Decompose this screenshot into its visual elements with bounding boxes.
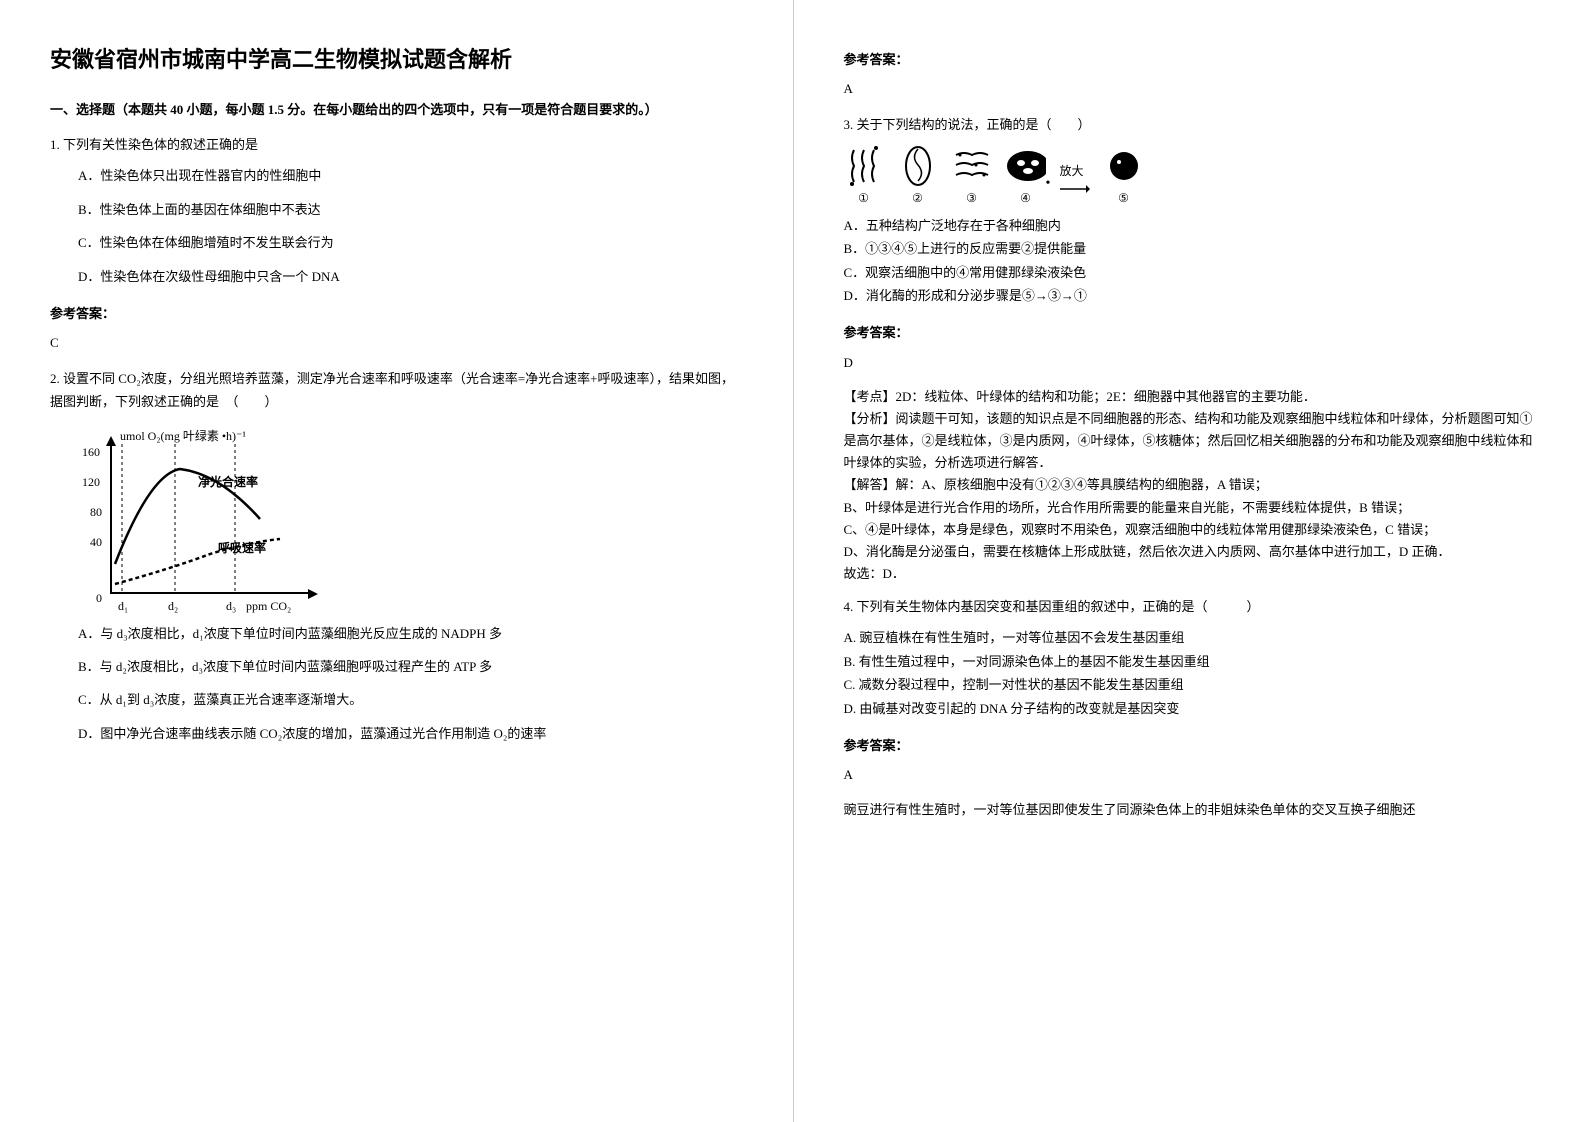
organelle-num-3: ③ [952, 188, 992, 210]
q4-explanation: 豌豆进行有性生殖时，一对等位基因即使发生了同源染色体上的非姐妹染色单体的交叉互换… [844, 799, 1538, 821]
ytick-0: 0 [96, 588, 102, 610]
organelle-num-2: ② [898, 188, 938, 210]
q4-opt-a: A. 豌豆植株在有性生殖时，一对等位基因不会发生基因重组 [844, 626, 1538, 649]
q3-exp-2: 【分析】阅读题干可知，该题的知识点是不同细胞器的形态、结构和功能及观察细胞中线粒… [844, 408, 1538, 474]
q4-opt-d: D. 由碱基对改变引起的 DNA 分子结构的改变就是基因突变 [844, 697, 1538, 720]
q1-opt-d: D．性染色体在次级性母细胞中只含一个 DNA [78, 265, 743, 288]
curve2-label: 呼吸速率 [218, 538, 266, 560]
q3-opt-b: B．①③④⑤上进行的反应需要②提供能量 [844, 237, 1538, 260]
q2-opt-d: D．图中净光合速率曲线表示随 CO₂浓度的增加，蓝藻通过光合作用制造 O₂的速率 [78, 722, 743, 745]
organelle-num-5: ⑤ [1104, 188, 1144, 210]
curve1-label: 净光合速率 [198, 472, 258, 494]
answer-label-2: 参考答案： [844, 48, 1538, 71]
question-3: 3. 关于下列结构的说法，正确的是（ ） ① ② ③ ④ 放大 • [844, 113, 1538, 308]
q2-opt-a: A．与 d₃浓度相比，d₁浓度下单位时间内蓝藻细胞光反应生成的 NADPH 多 [78, 622, 743, 645]
q3-opt-c: C．观察活细胞中的④常用健那绿染液染色 [844, 261, 1538, 284]
xtick-d3: d₃ [226, 596, 236, 618]
q3-exp-6: D、消化酶是分泌蛋白，需要在核糖体上形成肽链，然后依次进入内质网、高尔基体中进行… [844, 541, 1538, 563]
answer-label-3: 参考答案： [844, 321, 1538, 344]
q2-chart: umol O₂(mg 叶绿素 •h)⁻¹ 160 120 80 40 0 d₁ … [78, 428, 318, 608]
q2-opt-c: C．从 d₁到 d₃浓度，蓝藻真正光合速率逐渐增大。 [78, 688, 743, 711]
organelle-3: ③ [952, 146, 992, 210]
organelle-num-1: ① [844, 188, 884, 210]
q1-opt-c: C．性染色体在体细胞增殖时不发生联会行为 [78, 231, 743, 254]
xtick-d2: d₂ [168, 596, 178, 618]
q4-opt-c: C. 减数分裂过程中，控制一对性状的基因不能发生基因重组 [844, 673, 1538, 696]
xunit: ppm CO₂ [246, 596, 291, 618]
q4-answer: A [844, 763, 1538, 786]
q4-opt-b: B. 有性生殖过程中，一对同源染色体上的基因不能发生基因重组 [844, 650, 1538, 673]
q1-opt-b: B．性染色体上面的基因在体细胞中不表达 [78, 198, 743, 221]
xtick-d1: d₁ [118, 596, 128, 618]
chart-curves [110, 444, 310, 594]
q4-stem: 4. 下列有关生物体内基因突变和基因重组的叙述中，正确的是（ ） [844, 595, 1538, 618]
organelle-num-4: ④ [1006, 188, 1046, 210]
q3-exp-1: 【考点】2D：线粒体、叶绿体的结构和功能；2E：细胞器中其他器官的主要功能． [844, 386, 1538, 408]
q3-opt-a: A．五种结构广泛地存在于各种细胞内 [844, 214, 1538, 237]
magnify-label: 放大 • [1060, 161, 1090, 195]
q1-opt-a: A．性染色体只出现在性器官内的性细胞中 [78, 164, 743, 187]
organelle-2: ② [898, 146, 938, 210]
question-4: 4. 下列有关生物体内基因突变和基因重组的叙述中，正确的是（ ） A. 豌豆植株… [844, 595, 1538, 720]
ytick-120: 120 [82, 472, 100, 494]
q3-opt-d: D．消化酶的形成和分泌步骤是⑤→③→① [844, 284, 1538, 307]
answer-label-4: 参考答案： [844, 734, 1538, 757]
organelle-1: ① [844, 146, 884, 210]
ytick-40: 40 [90, 532, 102, 554]
q1-answer: C [50, 331, 743, 354]
ytick-160: 160 [82, 442, 100, 464]
q3-answer: D [844, 351, 1538, 374]
q3-exp-5: C、④是叶绿体，本身是绿色，观察时不用染色，观察活细胞中的线粒体常用健那绿染液染… [844, 519, 1538, 541]
q3-exp-7: 故选：D． [844, 563, 1538, 585]
q2-opt-b: B．与 d₂浓度相比，d₃浓度下单位时间内蓝藻细胞呼吸过程产生的 ATP 多 [78, 655, 743, 678]
q3-explanation: 【考点】2D：线粒体、叶绿体的结构和功能；2E：细胞器中其他器官的主要功能． 【… [844, 386, 1538, 585]
organelle-4: ④ [1006, 146, 1046, 210]
q3-exp-4: B、叶绿体是进行光合作用的场所，光合作用所需要的能量来自光能，不需要线粒体提供，… [844, 497, 1538, 519]
q3-diagram: ① ② ③ ④ 放大 • ⑤ [844, 146, 1538, 210]
q1-stem: 1. 下列有关性染色体的叙述正确的是 [50, 133, 743, 156]
section-title: 一、选择题（本题共 40 小题，每小题 1.5 分。在每小题给出的四个选项中，只… [50, 98, 743, 121]
q3-stem: 3. 关于下列结构的说法，正确的是（ ） [844, 113, 1538, 136]
magnify-text: 放大 [1060, 164, 1084, 178]
organelle-5: ⑤ [1104, 146, 1144, 210]
q2-stem: 2. 设置不同 CO₂浓度，分组光照培养蓝藻，测定净光合速率和呼吸速率（光合速率… [50, 367, 743, 414]
ytick-80: 80 [90, 502, 102, 524]
page-title: 安徽省宿州市城南中学高二生物模拟试题含解析 [50, 40, 743, 80]
q3-exp-3: 【解答】解：A、原核细胞中没有①②③④等具膜结构的细胞器，A 错误； [844, 474, 1538, 496]
q2-answer: A [844, 77, 1538, 100]
question-1: 1. 下列有关性染色体的叙述正确的是 A．性染色体只出现在性器官内的性细胞中 B… [50, 133, 743, 288]
question-2: 2. 设置不同 CO₂浓度，分组光照培养蓝藻，测定净光合速率和呼吸速率（光合速率… [50, 367, 743, 745]
answer-label: 参考答案： [50, 302, 743, 325]
